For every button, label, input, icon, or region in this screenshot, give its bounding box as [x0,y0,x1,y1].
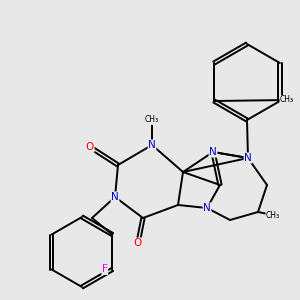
Text: N: N [203,203,211,213]
Text: N: N [244,153,252,163]
Text: N: N [148,140,156,150]
Text: CH₃: CH₃ [145,116,159,124]
Text: CH₃: CH₃ [266,211,280,220]
Text: CH₃: CH₃ [280,95,294,104]
Text: F: F [102,265,108,275]
Text: N: N [111,192,119,202]
Text: O: O [86,142,94,152]
Text: O: O [134,238,142,248]
Text: N: N [209,147,217,157]
